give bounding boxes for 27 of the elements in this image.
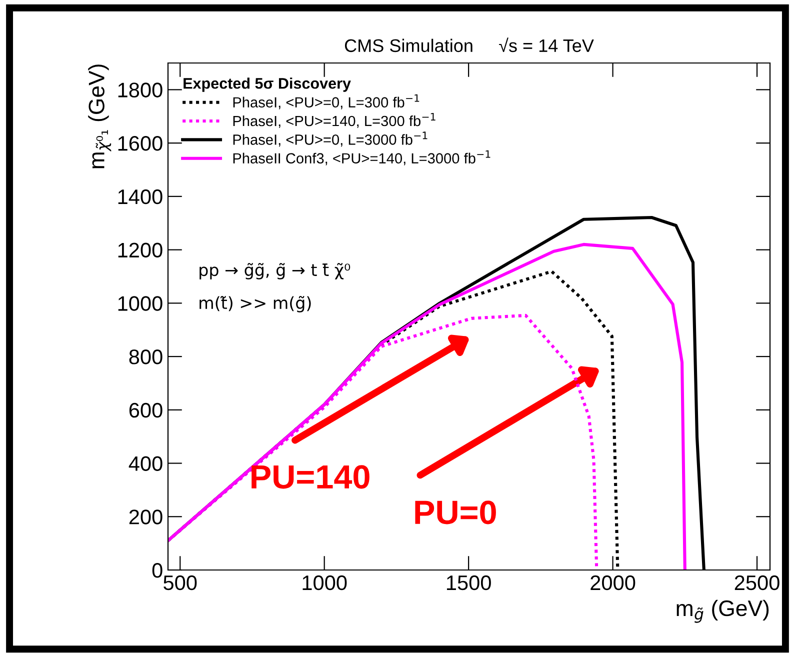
legend-label: PhaseI, <PU>=140, L=300 fb$^{−1}$: [233, 113, 436, 128]
legend-label: PhaseI, <PU>=0, L=3000 fb$^{−1}$: [233, 132, 428, 147]
x-tick-label: 2500: [734, 575, 780, 590]
y-tick-label: 1400: [118, 189, 162, 204]
annotation: pp → g̃g̃, g̃ → t t̄ χ̃⁰: [200, 262, 350, 280]
y-axis-title: m$_{χ̃⁰₁}$ (GeV): [88, 64, 112, 168]
y-tick-label: 1600: [118, 136, 162, 151]
legend-title: Expected 5σ Discovery: [184, 78, 351, 92]
annotation: PU=0: [415, 500, 496, 524]
y-tick-label: 1800: [118, 82, 162, 98]
y-tick-label: 0: [152, 563, 162, 578]
x-tick-label: 500: [164, 575, 197, 590]
y-tick-label: 600: [129, 402, 162, 418]
x-axis-title: m$_{g̃}$ (GeV): [676, 600, 769, 623]
y-tick-label: 1200: [118, 242, 162, 258]
y-tick-label: 400: [128, 456, 162, 472]
x-tick-label: 1000: [302, 575, 347, 590]
y-tick-label: 200: [129, 510, 162, 524]
y-tick-label: 1000: [118, 296, 162, 311]
y-tick-label: 800: [129, 350, 162, 364]
annotation: m(t̃) >> m(g̃): [200, 296, 311, 312]
x-tick-label: 2000: [590, 575, 636, 590]
legend-label: PhaseII Conf3, <PU>=140, L=3000 fb$^{−1}$: [233, 150, 490, 166]
chart-title: CMS Simulation √s = 14 TeV: [344, 38, 594, 52]
legend-label: PhaseI, <PU>=0, L=300 fb$^{−1}$: [233, 94, 420, 110]
annotation: PU=140: [252, 465, 370, 489]
x-tick-label: 1500: [446, 575, 491, 590]
